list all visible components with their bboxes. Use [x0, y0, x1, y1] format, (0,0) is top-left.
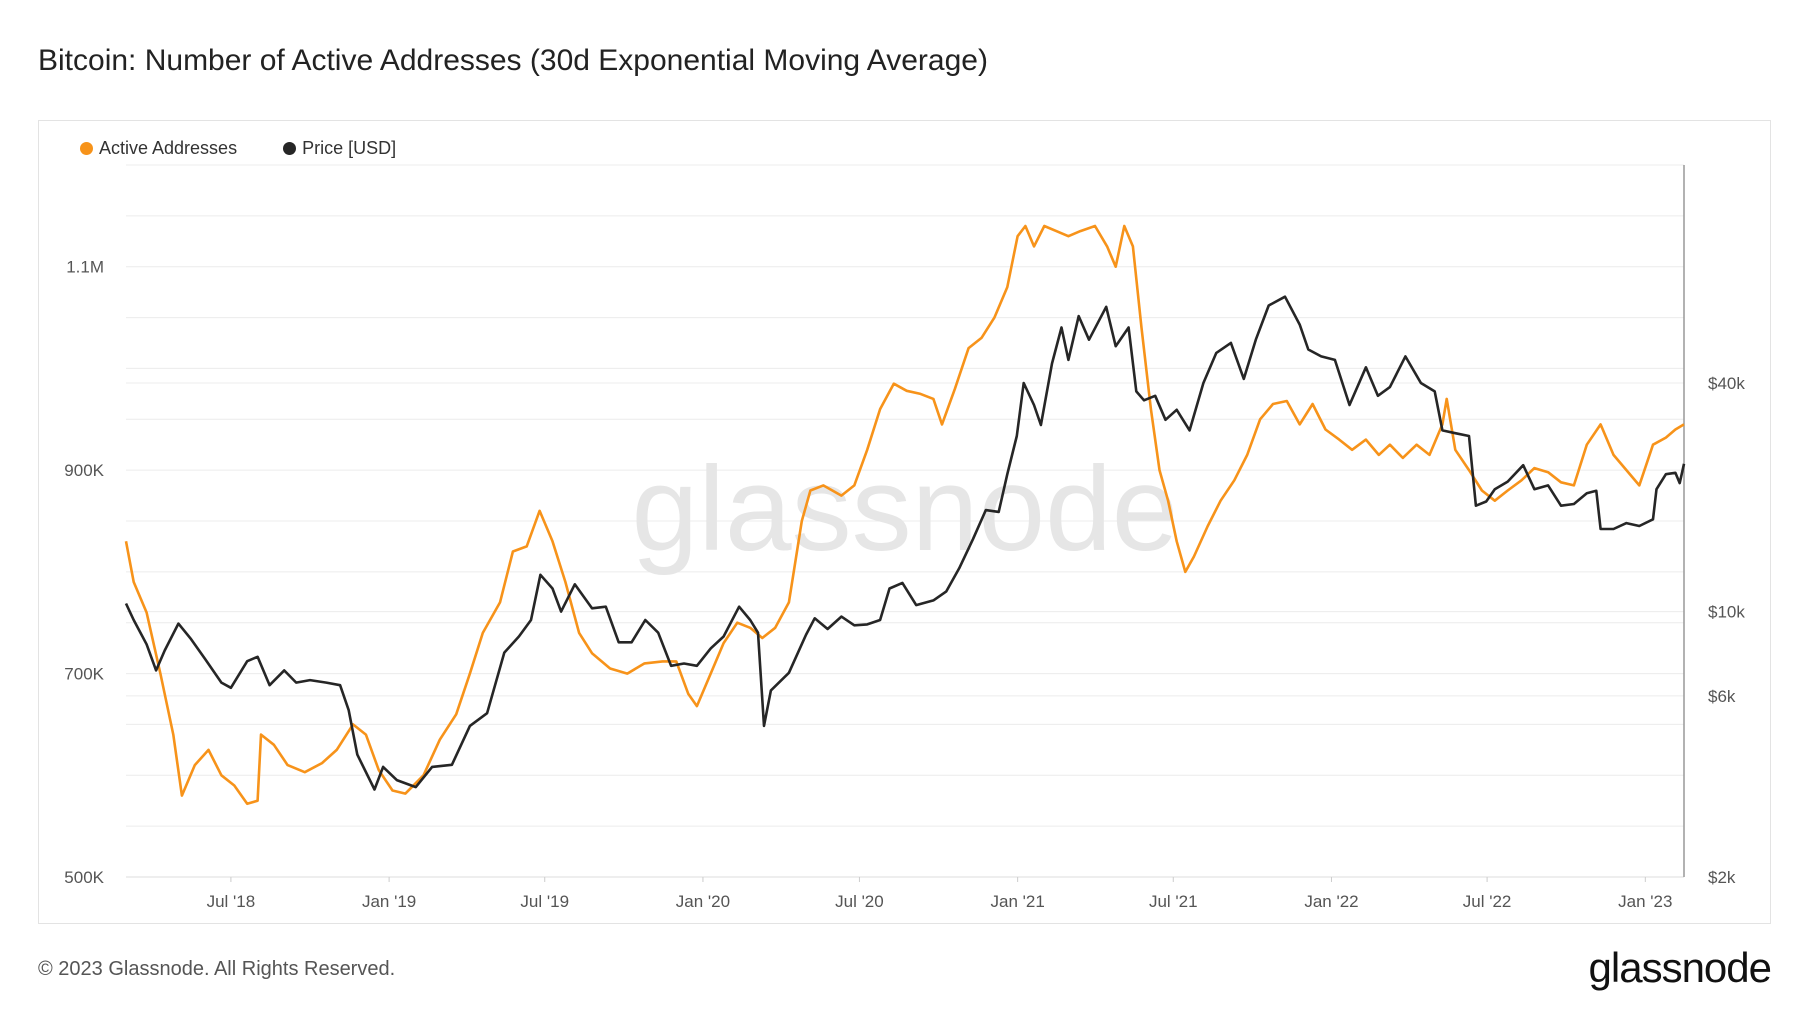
watermark: glassnode: [631, 442, 1178, 576]
y-right-tick-label: $2k: [1708, 868, 1736, 887]
chart-title: Bitcoin: Number of Active Addresses (30d…: [38, 44, 988, 77]
legend-label: Price [USD]: [302, 138, 397, 158]
y-left-tick-label: 1.1M: [66, 258, 104, 277]
y-left-tick-label: 700K: [64, 665, 104, 684]
legend-label: Active Addresses: [99, 138, 238, 158]
x-tick-label: Jul '20: [835, 892, 884, 911]
legend-item-active-addresses[interactable]: Active Addresses: [80, 138, 237, 159]
x-tick-label: Jul '19: [520, 892, 569, 911]
copyright-footer: © 2023 Glassnode. All Rights Reserved.: [38, 958, 396, 980]
x-tick-label: Jan '20: [676, 892, 730, 911]
chart-panel: [38, 120, 1771, 924]
series-line-price: [124, 295, 1686, 791]
x-tick-label: Jul '22: [1463, 892, 1512, 911]
y-right-tick-label: $6k: [1708, 687, 1736, 706]
x-tick-label: Jan '19: [362, 892, 416, 911]
x-tick-label: Jul '18: [207, 892, 256, 911]
series-line-active-addresses: [124, 224, 1685, 806]
legend-dot-icon: [80, 142, 93, 155]
legend-item-price[interactable]: Price [USD]: [283, 138, 396, 159]
legend: Active Addresses Price [USD]: [80, 138, 396, 159]
legend-dot-icon: [283, 142, 297, 155]
y-left-tick-label: 900K: [64, 461, 104, 480]
y-left-tick-label: 500K: [64, 868, 104, 887]
x-tick-label: Jan '23: [1618, 892, 1672, 911]
x-tick-label: Jul '21: [1149, 892, 1198, 911]
brand-logo[interactable]: glassnode: [1588, 944, 1772, 991]
x-tick-label: Jan '22: [1304, 892, 1358, 911]
y-right-tick-label: $40k: [1708, 374, 1745, 393]
x-tick-label: Jan '21: [990, 892, 1044, 911]
y-right-tick-label: $10k: [1708, 603, 1745, 622]
